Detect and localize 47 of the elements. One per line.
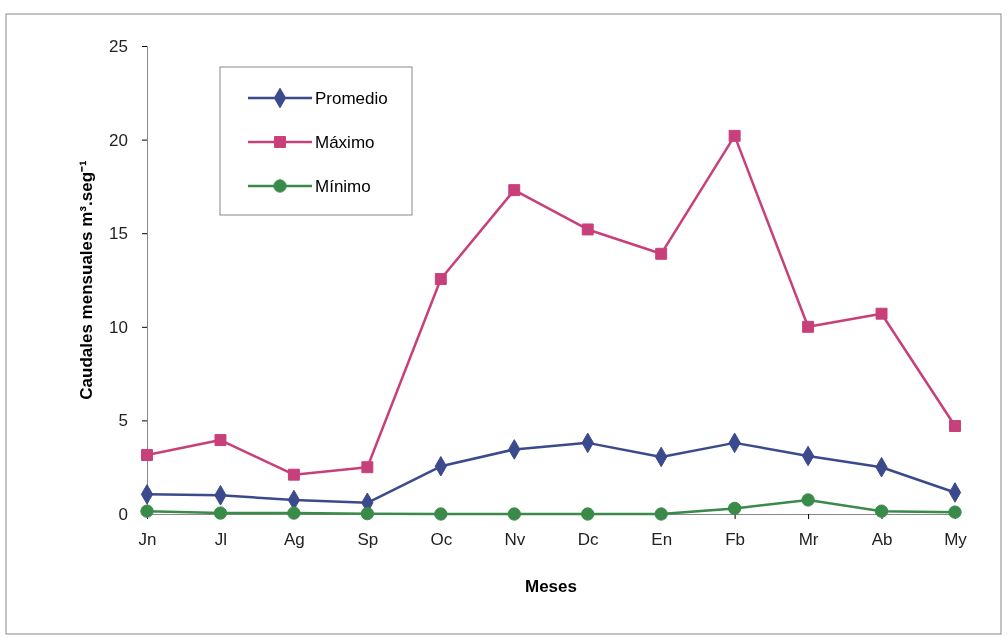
- x-tick-label: Jl: [214, 530, 228, 550]
- point: [141, 449, 153, 462]
- x-tick-label: Jn: [138, 530, 157, 550]
- point: [727, 501, 742, 516]
- x-tick-label: Nv: [504, 530, 526, 550]
- legend-label: Mínimo: [315, 177, 371, 196]
- point: [581, 223, 594, 236]
- point: [948, 505, 962, 519]
- x-tick-label: My: [944, 530, 968, 550]
- point: [581, 507, 595, 521]
- legend-label: Promedio: [315, 89, 388, 108]
- y-tick-label: 20: [109, 130, 128, 150]
- point: [140, 504, 154, 518]
- x-tick-label: Dc: [577, 530, 600, 550]
- point: [874, 504, 889, 518]
- point: [507, 507, 521, 521]
- point: [287, 468, 300, 481]
- point: [801, 493, 815, 507]
- x-tick-label: Oc: [430, 530, 453, 550]
- y-tick-label: 0: [118, 504, 128, 524]
- x-axis-title: Meses: [525, 577, 577, 596]
- point: [213, 506, 228, 520]
- y-tick-label: 15: [109, 224, 128, 244]
- x-tick-label: Sp: [357, 530, 379, 550]
- point: [361, 461, 374, 474]
- y-tick-label: 5: [118, 411, 128, 431]
- point: [728, 129, 741, 142]
- point: [949, 420, 961, 432]
- x-tick-label: Fb: [725, 530, 746, 550]
- x-tick-label: Mr: [798, 530, 819, 550]
- point: [802, 320, 815, 333]
- y-axis-title: Caudales mensuales m³.seg⁻¹: [77, 159, 96, 400]
- point: [287, 506, 301, 520]
- point: [654, 507, 668, 521]
- point: [434, 507, 448, 521]
- point: [508, 184, 521, 197]
- y-tick-label: 10: [109, 317, 128, 337]
- x-tick-label: Ab: [871, 530, 893, 550]
- point: [214, 434, 227, 447]
- y-tick-label: 25: [109, 36, 128, 56]
- point: [655, 247, 668, 260]
- x-tick-label: En: [651, 530, 673, 550]
- point: [360, 506, 375, 521]
- point: [434, 273, 447, 286]
- legend-label: Máximo: [315, 133, 375, 152]
- point: [875, 307, 888, 320]
- x-tick-label: Ag: [284, 530, 305, 550]
